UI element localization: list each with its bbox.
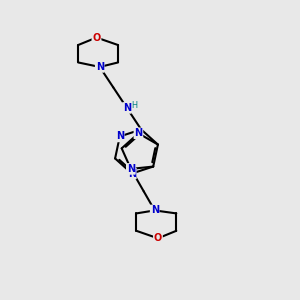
Text: N: N <box>96 62 104 72</box>
Text: H: H <box>131 101 137 110</box>
Text: N: N <box>127 164 135 174</box>
Text: N: N <box>128 169 136 178</box>
Text: N: N <box>134 128 142 138</box>
Text: N: N <box>123 103 131 113</box>
Text: O: O <box>154 233 162 243</box>
Text: N: N <box>151 206 159 215</box>
Text: O: O <box>92 32 101 43</box>
Text: N: N <box>116 131 124 141</box>
